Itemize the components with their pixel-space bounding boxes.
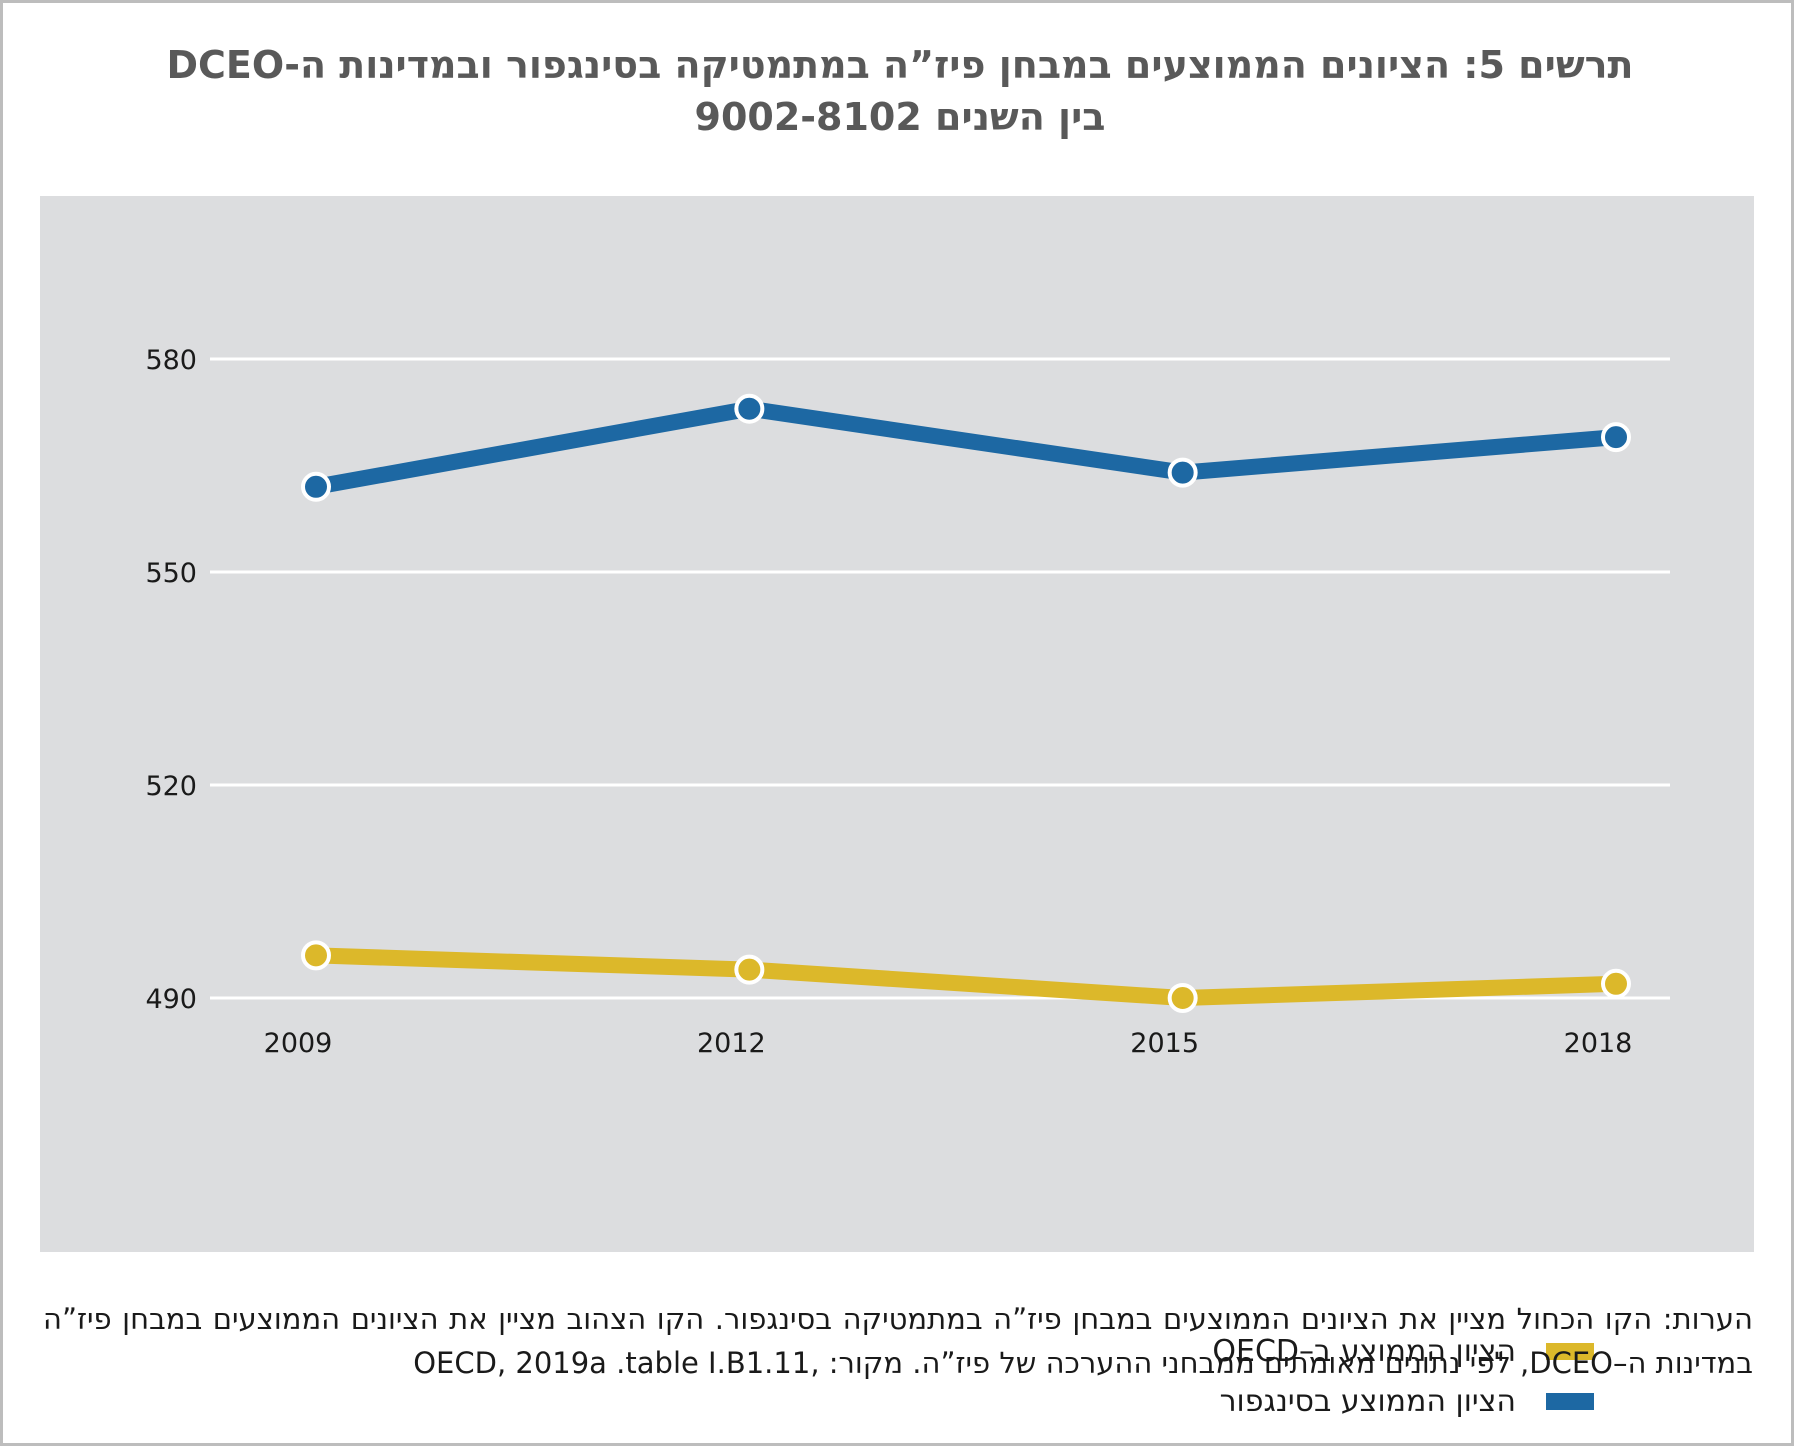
plot-panel: 580 550 520 490 2009 2012 2015 2018 הציון הממוצ… [40, 196, 1754, 1419]
y-tick-label-490: 490 [145, 984, 197, 1015]
chart-title-line-2: בין השנים 9002-8102 [694, 95, 1106, 139]
x-tick-label-2018: 2018 [1564, 1028, 1633, 1059]
line-chart: 580 550 520 490 2009 2012 2015 2018 [145, 345, 1670, 1059]
legend-item-oecd: הציון הממוצע ב–OECD [1212, 1326, 1594, 1376]
x-tick-label-2015: 2015 [1130, 1028, 1199, 1059]
data-point-0-2018 [1601, 968, 1631, 999]
x-tick-label-2012: 2012 [697, 1028, 766, 1059]
data-point-1-2009 [301, 471, 331, 502]
series-line-0 [308, 947, 1624, 1006]
legend-label-singapore: הציון הממוצע בסינגפור [1219, 1383, 1516, 1419]
chart-notes: הערות: הקו הכחול מציין את הציונים הממוצע… [43, 1302, 1753, 1380]
x-tick-label-2009: 2009 [264, 1028, 333, 1059]
chart-title-line-1: תרשים 5: הציונים הממוצעים במבחן פיז”ה במ… [166, 43, 1634, 87]
data-point-0-2012 [734, 954, 765, 985]
legend-swatch-oecd [1546, 1342, 1594, 1360]
data-point-1-2018 [1601, 422, 1631, 453]
y-tick-label-520: 520 [145, 771, 197, 802]
data-point-1-2015 [1167, 457, 1198, 488]
legend-label-oecd: הציון הממוצע ב–OECD [1212, 1333, 1516, 1369]
y-tick-label-550: 550 [145, 558, 197, 589]
y-tick-label-580: 580 [145, 345, 197, 376]
data-point-0-2009 [301, 940, 331, 971]
data-point-0-2015 [1167, 983, 1198, 1013]
legend-item-singapore: הציון הממוצע בסינגפור [1212, 1376, 1594, 1426]
data-point-1-2012 [734, 393, 765, 424]
legend: הציון הממוצע ב–OECD הציון הממוצע בסינגפו… [1212, 1326, 1594, 1426]
legend-swatch-singapore [1546, 1392, 1594, 1410]
series-line-1 [308, 400, 1624, 495]
